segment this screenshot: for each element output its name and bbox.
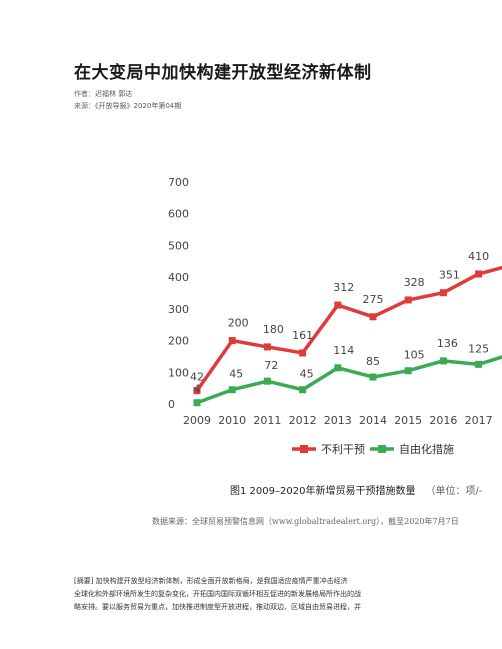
data-label: 328 [404, 276, 425, 289]
source-value: 《开放导报》2020年第04期 [95, 102, 182, 110]
series-line-liberalizing [196, 355, 502, 405]
legend-swatch-marker [378, 445, 386, 453]
y-tick-label: 700 [168, 176, 189, 189]
x-tick-label: 2017 [465, 414, 493, 427]
x-tick-label: 2012 [289, 414, 317, 427]
data-label: 114 [333, 344, 354, 357]
data-label: 161 [292, 329, 313, 342]
legend-label: 不利干预 [321, 443, 365, 456]
data-point-liberalizing [228, 386, 236, 394]
data-point-liberalizing [299, 386, 307, 394]
x-tick-label: 2009 [183, 414, 211, 427]
data-point-adverse [475, 270, 483, 278]
abstract-line: 略安排。要以服务贸易为重点，加快推进制度型开放进程，推动双边、区域自由贸易进程，… [74, 603, 361, 611]
data-point-liberalizing [334, 364, 342, 372]
data-label: 136 [437, 337, 458, 350]
author-names: 迟福林 郭达 [95, 90, 133, 98]
abstract: [摘要] 加快构建开放型经济新体制，形成全面开放新格局，是我国适应疫情严重冲击经… [74, 575, 432, 614]
data-label: 312 [333, 281, 354, 294]
author-label: 作者： [74, 90, 95, 98]
y-tick-label: 600 [168, 208, 189, 221]
data-label: 4 [194, 383, 201, 396]
y-tick-label: 500 [168, 239, 189, 252]
data-label: 72 [264, 359, 278, 372]
y-tick-label: 300 [168, 303, 189, 316]
abstract-line: 全球化和外部环境所发生的复杂变化，开拓国内国际双循环相互促进的新发展格局所作出的… [74, 590, 361, 598]
line-chart: 0 100 200 300 400 500 600 700 2009 2010 2011 2012 20… [168, 176, 502, 456]
x-tick-label: 2011 [253, 414, 281, 427]
data-point-adverse [439, 289, 447, 297]
author-line: 作者：迟福林 郭达 [74, 89, 132, 99]
page-title: 在大变局中加快构建开放型经济新体制 [74, 63, 372, 83]
data-point-liberalizing [404, 367, 412, 375]
y-tick-label: 400 [168, 271, 189, 284]
data-point-liberalizing [475, 360, 483, 368]
data-point-adverse [228, 337, 236, 345]
legend-swatch-marker [300, 445, 308, 453]
y-tick-label: 100 [168, 366, 189, 379]
x-tick-label: 2015 [394, 414, 422, 427]
x-tick-label: 2013 [324, 414, 352, 427]
data-point-adverse [193, 387, 201, 395]
figure-data-source: 数据来源：全球贸易预警信息网（www.globaltradealert.org）… [152, 517, 459, 526]
source-label: 来源： [74, 102, 95, 110]
figure-caption: 图1 2009–2020年新增贸易干预措施数量 （单位：项/- [230, 482, 482, 497]
data-label: 200 [228, 317, 249, 330]
x-tick-label: 2016 [429, 414, 457, 427]
data-label: 125 [468, 342, 489, 355]
data-label: 45 [229, 368, 243, 381]
x-tick-label: 2010 [218, 414, 246, 427]
data-label: 410 [468, 250, 489, 263]
data-point-adverse [404, 296, 412, 304]
data-point-adverse [369, 313, 377, 321]
data-point-liberalizing [439, 357, 447, 365]
legend-label: 自由化措施 [399, 442, 454, 456]
data-label: 351 [439, 269, 460, 282]
data-label: 180 [263, 323, 284, 336]
data-point-adverse [334, 301, 342, 309]
data-label: 85 [366, 355, 380, 368]
source-line: 来源：《开放导报》2020年第04期 [74, 101, 181, 111]
data-point-adverse [263, 343, 271, 351]
figure-unit: （单位：项/- [425, 486, 483, 497]
data-point-adverse [299, 349, 307, 357]
data-label: 105 [404, 349, 425, 362]
y-tick-label: 0 [168, 398, 175, 411]
abstract-line: [摘要] 加快构建开放型经济新体制，形成全面开放新格局，是我国适应疫情严重冲击经… [74, 577, 348, 585]
y-tick-label: 200 [168, 335, 189, 348]
chart-figure: 0 100 200 300 400 500 600 700 2009 2010 2011 2012 20… [0, 168, 502, 508]
series-line-adverse [195, 265, 502, 392]
data-label: 42 [190, 371, 204, 384]
data-label: 45 [300, 368, 314, 381]
data-point-liberalizing [369, 373, 377, 381]
x-tick-label: 2014 [359, 414, 387, 427]
figure-caption-text: 图1 2009–2020年新增贸易干预措施数量 [230, 486, 416, 497]
data-point-liberalizing [193, 399, 201, 407]
data-label: 275 [363, 293, 384, 306]
data-point-liberalizing [263, 377, 271, 385]
